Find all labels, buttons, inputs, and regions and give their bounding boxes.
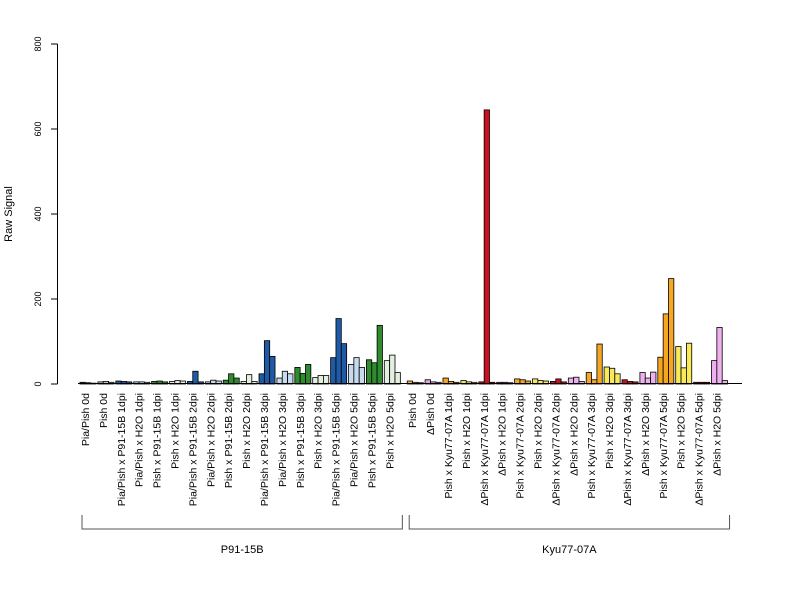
bar xyxy=(686,342,693,385)
y-tick-label: 800 xyxy=(33,36,43,51)
bar xyxy=(560,381,567,385)
y-tick-label: 400 xyxy=(33,206,43,221)
x-tick-label: Pish x H2O 1dpi xyxy=(461,393,473,469)
bar xyxy=(614,373,621,385)
x-tick-label: Pia/Pish x P91-15B 2dpi xyxy=(187,393,199,506)
y-tick-label: 200 xyxy=(33,291,43,306)
bar xyxy=(269,355,276,385)
x-tick-label: Pish x H2O 5dpi xyxy=(676,393,688,469)
x-tick-label: Pia/Pish x H2O 2dpi xyxy=(205,393,217,487)
bar xyxy=(585,372,592,385)
x-tick-label: Pish x H2O 3dpi xyxy=(313,393,325,469)
x-tick-label: Pia/Pish x H2O 3dpi xyxy=(277,393,289,487)
bar xyxy=(330,357,337,385)
bar xyxy=(126,381,133,385)
group-bracket xyxy=(408,515,731,530)
bar xyxy=(353,357,360,385)
x-tick-label: Pish x Kyu77-07A 2dpi xyxy=(515,393,527,499)
y-tick-label: 0 xyxy=(33,381,43,386)
bar xyxy=(657,356,664,385)
bar xyxy=(639,372,646,385)
bar xyxy=(287,373,294,385)
bar xyxy=(317,375,324,385)
x-tick-label: ΔPish x H2O 3dpi xyxy=(640,393,652,476)
bar xyxy=(609,367,616,385)
bar xyxy=(335,318,342,385)
y-tick-label: 600 xyxy=(33,121,43,136)
x-tick-label: Pia/Pish x P91-15B 3dpi xyxy=(259,393,271,506)
bar xyxy=(483,109,490,385)
bar xyxy=(675,346,682,385)
bar xyxy=(340,343,348,385)
x-tick-label: Pia/Pish x P91-15B 1dpi xyxy=(116,393,128,506)
group-bracket xyxy=(81,515,403,530)
bar xyxy=(197,381,204,385)
bar xyxy=(299,372,306,385)
group-brackets: P91-15B Kyu77-07A xyxy=(81,515,731,556)
bar xyxy=(632,381,639,385)
x-tick-label: Pish x H2O 2dpi xyxy=(533,393,545,469)
x-tick-label: ΔPish x H2O 2dpi xyxy=(568,393,580,476)
bar xyxy=(716,327,723,385)
bar xyxy=(376,324,383,385)
bar xyxy=(263,340,271,385)
bar xyxy=(246,374,253,385)
x-tick-label: Pish x Kyu77-07A 3dpi xyxy=(586,393,598,499)
bar xyxy=(192,370,199,385)
bar xyxy=(365,359,373,385)
bar xyxy=(305,364,312,385)
x-tick-label: Pish x P91-15B 2dpi xyxy=(223,393,235,488)
bar xyxy=(358,367,365,385)
y-axis: 0 200 400 600 800 xyxy=(33,36,58,387)
x-tick-label: Pish x H2O 2dpi xyxy=(241,393,253,469)
bar xyxy=(394,372,401,385)
bar xyxy=(348,364,355,385)
bar xyxy=(711,360,718,385)
bar xyxy=(603,366,610,385)
x-tick-label: ΔPish x Kyu77-07A 5dpi xyxy=(694,393,706,506)
x-tick-label: Pish x P91-15B 1dpi xyxy=(152,393,164,488)
x-tick-label: Pish x H2O 1dpi xyxy=(170,393,182,469)
y-axis-label: Raw Signal xyxy=(3,186,15,242)
x-tick-label: Pish x Kyu77-07A 1dpi xyxy=(443,393,455,499)
x-tick-labels: Pia/Pish 0d Pish 0d Pia/Pish x P91-15B 1dp… xyxy=(80,393,724,506)
bar xyxy=(371,362,378,385)
x-tick-label: ΔPish x H2O 1dpi xyxy=(497,393,509,476)
bar xyxy=(258,373,265,385)
bar xyxy=(294,367,301,385)
x-tick-label: Pia/Pish x P91-15B 5dpi xyxy=(331,393,343,506)
group-label: P91-15B xyxy=(221,544,264,556)
x-tick-label: Pia/Pish x H2O 1dpi xyxy=(134,393,146,487)
x-tick-label: Pish x P91-15B 5dpi xyxy=(366,393,378,488)
bar xyxy=(662,313,669,385)
x-tick-label: ΔPish x Kyu77-07A 3dpi xyxy=(622,393,634,506)
x-tick-label: ΔPish 0d xyxy=(425,393,437,435)
bar xyxy=(389,354,396,385)
x-tick-label: ΔPish x Kyu77-07A 1dpi xyxy=(479,393,491,506)
x-tick-label: Pish x Kyu77-07A 5dpi xyxy=(658,393,670,499)
bar xyxy=(161,381,169,385)
bar xyxy=(383,360,391,385)
bar xyxy=(668,278,675,385)
bar xyxy=(596,343,603,385)
bar xyxy=(680,367,687,385)
x-tick-label: Pia/Pish 0d xyxy=(80,393,92,446)
x-tick-label: Pia/Pish x H2O 5dpi xyxy=(349,393,361,487)
bar xyxy=(573,376,580,385)
x-tick-label: ΔPish x Kyu77-07A 2dpi xyxy=(550,393,562,506)
x-tick-label: Pish x H2O 3dpi xyxy=(604,393,616,469)
x-tick-label: Pish 0d xyxy=(407,393,419,428)
bars xyxy=(79,109,728,385)
x-tick-label: ΔPish x H2O 5dpi xyxy=(712,393,724,476)
x-tick-label: Pish x H2O 5dpi xyxy=(384,393,396,469)
bar xyxy=(228,373,235,385)
bar xyxy=(281,370,288,385)
group-label: Kyu77-07A xyxy=(542,544,597,556)
x-tick-label: Pish 0d xyxy=(98,393,110,428)
bar xyxy=(650,371,657,385)
bar xyxy=(322,375,330,385)
x-tick-label: Pish x P91-15B 3dpi xyxy=(295,393,307,488)
